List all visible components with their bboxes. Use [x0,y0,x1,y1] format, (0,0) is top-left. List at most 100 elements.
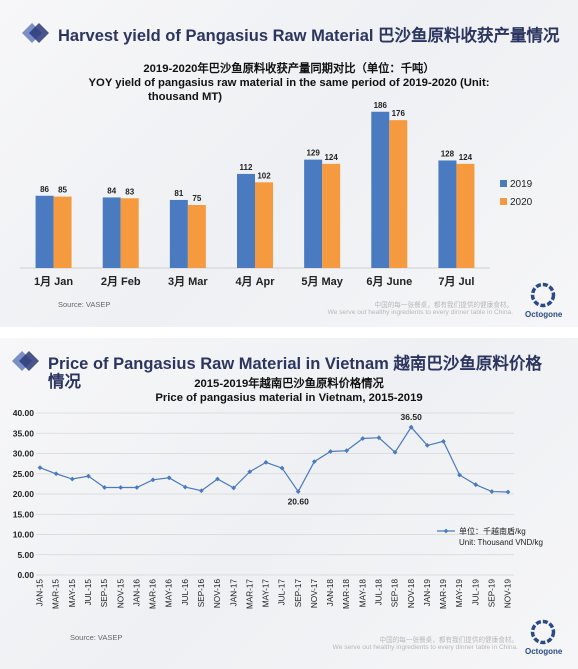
data-label: 83 [125,187,134,196]
x-tick-label: 1月 Jan [34,275,73,288]
source-note: Source: VASEP [58,300,111,309]
data-point [134,485,140,490]
slide-title-line2: 情况 [48,373,81,391]
x-tick-label: SEP-18 [391,579,400,608]
data-label: 86 [40,185,49,194]
bar-2020 [255,182,273,268]
slide-title: Harvest yield of Pangasius Raw Material … [58,27,560,45]
data-label: 176 [392,109,406,118]
octogone-logo-icon [530,282,556,308]
slide-harvest-yield: Harvest yield of Pangasius Raw Material … [0,0,578,327]
x-tick-label: JAN-16 [132,579,141,607]
x-tick-label: MAR-16 [149,579,158,609]
chart-title-en: YOY yield of pangasius raw material in t… [88,77,490,89]
data-point [424,443,430,448]
data-point [376,435,382,441]
x-tick-label: SEP-15 [100,579,109,608]
data-point [86,473,91,479]
data-label: 102 [257,171,271,180]
data-point [198,488,204,494]
data-point [408,424,414,430]
legend-swatch-2020 [500,198,507,205]
data-point [231,485,237,491]
data-label: 124 [459,153,473,162]
data-point [150,477,156,483]
data-point [263,460,269,465]
x-tick-label: JUL-16 [181,579,190,606]
data-point [37,465,43,471]
data-label: 85 [58,186,67,195]
x-tick-label: SEP-19 [487,579,496,608]
x-tick-label: 5月 May [301,275,343,288]
bar-2019 [304,159,323,268]
data-point [102,485,107,490]
data-point [360,436,366,441]
legend-label: 2019 [510,179,533,190]
x-tick-label: SEP-17 [294,579,303,608]
x-tick-label: JAN-15 [36,579,45,607]
y-tick-label: 0.00 [17,570,34,580]
legend-swatch-2019 [500,180,507,187]
bar-2019 [371,111,390,268]
data-point [247,469,253,475]
x-tick-label: JAN-17 [229,579,238,607]
legend-label-en: Unit: Thousand VND/kg [459,538,543,547]
bar-2020 [53,196,72,268]
data-point [457,472,462,478]
diamond-logo-icon [12,351,39,371]
bar-2020 [456,163,475,268]
line-chart: 0.00 5.00 10.00 15.00 20.00 25.00 30.00 35.00 40… [13,408,543,609]
bar-2020 [389,120,408,268]
x-tick-label: JAN-18 [326,579,335,607]
y-tick-label: 25.00 [13,469,35,479]
data-point [344,448,350,454]
x-tick-label: MAY-16 [165,579,174,608]
x-tick-label: JUL-19 [471,579,480,606]
annotation-label: 36.50 [401,412,423,422]
data-point [489,489,495,494]
y-tick-label: 30.00 [13,449,35,459]
data-point [279,465,285,471]
data-point [473,482,479,488]
diamond-logo-icon [22,23,49,43]
y-tick-label: 35.00 [13,428,35,438]
watermark-en: We serve out healthy ingredients to ever… [332,644,518,651]
annotation-label: 20.60 [288,497,310,507]
legend-marker [443,528,449,534]
data-point [69,476,75,482]
watermark-zh: 中国的每一张餐桌，都有我们提供的健康食材。 [379,637,518,644]
octogone-logo-icon [530,619,556,645]
y-tick-label: 10.00 [13,530,35,540]
data-point [118,485,124,490]
data-label: 128 [441,149,455,158]
bar-2019 [169,199,188,268]
data-label: 112 [240,163,253,172]
x-tick-label: NOV-18 [407,579,416,609]
data-point [328,449,333,454]
x-tick-label: JUL-18 [375,579,384,606]
x-tick-label: MAR-19 [439,579,448,609]
x-tick-label: NOV-17 [310,579,319,609]
x-tick-label: JUL-15 [84,579,93,606]
source-note: Source: VASEP [70,633,123,642]
brand-name: Octogone [525,310,563,319]
price-line [39,426,509,493]
slide-price: Price of Pangasius Raw Material in Vietn… [0,338,578,669]
watermark-zh: 中国的每一张餐桌，都有我们提供的健康食材。 [374,302,513,309]
y-tick-label: 40.00 [13,408,35,418]
data-label: 84 [107,186,116,195]
data-label: 124 [324,153,338,162]
data-label: 81 [174,189,183,198]
chart-title-en: Price of pangasius material in Vietnam, … [155,392,423,404]
x-tick-label: MAR-15 [52,579,61,609]
x-tick-label: NOV-16 [213,579,222,609]
x-tick-label: NOV-15 [116,579,125,609]
x-tick-label: MAR-18 [342,579,351,609]
x-tick-label: 2月 Feb [101,275,141,288]
chart-title-zh: 2019-2020年巴沙鱼原料收获产量同期对比（单位：千吨） [143,63,435,75]
y-tick-label: 20.00 [13,489,35,499]
x-tick-label: NOV-19 [504,579,513,609]
data-point [215,476,220,482]
x-tick-label: 6月 June [366,275,412,288]
bar-2019 [438,160,457,268]
